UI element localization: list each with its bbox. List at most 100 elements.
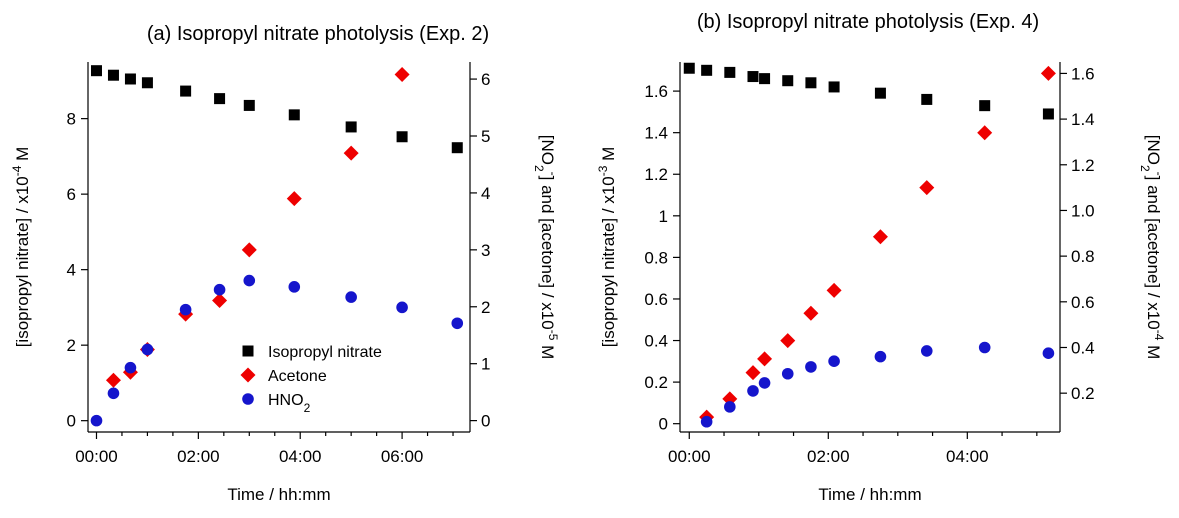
- y-right-axis-label-part: M: [1144, 340, 1163, 359]
- y-right-tick-label: 0: [481, 412, 490, 431]
- y-left-axis-label-part: [isopropyl nitrate] / x10: [13, 176, 32, 347]
- y-left-tick-label: 0: [659, 415, 668, 434]
- legend: Isopropyl nitrate Acetone HNO2: [240, 344, 382, 415]
- data-point-isopropyl-nitrate: [782, 75, 794, 87]
- data-point-isopropyl-nitrate: [214, 93, 226, 105]
- y-right-tick-label: 6: [481, 70, 490, 89]
- data-point-acetone: [286, 191, 302, 207]
- legend-entry: Acetone: [268, 368, 327, 385]
- x-tick-label: 02:00: [177, 447, 220, 466]
- data-point-hno2: [758, 377, 771, 389]
- y-left-axis-label-part: [isopropyl nitrate] / x10: [599, 176, 618, 347]
- y-right-axis-label-part: 2: [532, 165, 546, 172]
- y-right-axis-label-part: -4: [1152, 330, 1166, 341]
- y-left-tick-label: 0.6: [644, 290, 668, 309]
- y-right-axis-label-part: [NO: [538, 135, 557, 165]
- data-point-hno2: [874, 350, 887, 363]
- data-point-acetone: [1040, 65, 1056, 81]
- y-right-tick-label: 4: [481, 184, 490, 203]
- x-tick-label: 04:00: [279, 447, 322, 466]
- y-right-tick-label: 1.0: [1071, 201, 1095, 220]
- y-left-tick-label: 0.4: [644, 332, 668, 351]
- data-point-isopropyl-nitrate: [141, 77, 153, 89]
- data-point-hno2: [978, 341, 991, 354]
- data-point-isopropyl-nitrate: [1042, 108, 1054, 120]
- y-right-axis-label-part: M: [538, 340, 557, 359]
- data-point-hno2: [700, 415, 713, 428]
- data-point-hno2: [451, 317, 464, 330]
- data-point-isopropyl-nitrate: [701, 64, 713, 76]
- data-point-isopropyl-nitrate: [124, 73, 136, 85]
- y-left-tick-label: 1.6: [644, 82, 668, 101]
- y-right-axis-label: [NO2-] and [acetone] / x10-4 M: [1138, 135, 1166, 360]
- data-point-hno2: [396, 301, 408, 314]
- chart-title: (b) Isopropyl nitrate photolysis (Exp. 4…: [697, 11, 1039, 33]
- data-point-acetone: [803, 305, 819, 321]
- y-left-axis-label-part: -4: [10, 165, 24, 176]
- data-point-hno2: [920, 345, 933, 357]
- chart-a: (a) Isopropyl nitrate photolysis (Exp. 2…: [10, 23, 560, 504]
- data-point-isopropyl-nitrate: [243, 99, 255, 111]
- y-right-tick-label: 1.6: [1071, 64, 1095, 83]
- data-point-hno2: [805, 361, 817, 373]
- y-right-tick-label: 5: [481, 127, 490, 146]
- y-right-tick-label: 0.8: [1071, 247, 1095, 266]
- data-point-isopropyl-nitrate: [747, 71, 759, 83]
- series-hno2: [700, 341, 1055, 428]
- data-point-isopropyl-nitrate: [107, 69, 119, 81]
- data-point-acetone: [212, 293, 228, 309]
- y-right-axis-label-part: 2: [1138, 165, 1152, 172]
- y-right-axis-label-part: [NO: [1144, 135, 1163, 165]
- data-point-acetone: [977, 125, 993, 141]
- data-point-isopropyl-nitrate: [345, 121, 357, 133]
- x-tick-label: 00:00: [75, 447, 118, 466]
- y-left-tick-label: 1: [659, 207, 668, 226]
- x-tick-label: 02:00: [807, 447, 850, 466]
- data-point-hno2: [213, 283, 226, 296]
- y-right-axis-label: [NO2-] and [acetone] / x10-5 M: [532, 135, 560, 360]
- data-point-hno2: [141, 343, 154, 356]
- x-tick-label: 00:00: [668, 447, 711, 466]
- data-point-acetone: [826, 282, 842, 298]
- y-right-tick-label: 1.2: [1071, 156, 1095, 175]
- y-left-tick-label: 8: [67, 110, 76, 129]
- legend-marker: [242, 345, 254, 357]
- legend-marker: [240, 367, 256, 383]
- legend-entry-part: HNO: [268, 392, 304, 409]
- legend-entry-part: Acetone: [268, 368, 327, 385]
- x-tick-label: 06:00: [381, 447, 424, 466]
- series-isopropyl-nitrate: [683, 62, 1054, 120]
- chart-title: (a) Isopropyl nitrate photolysis (Exp. 2…: [147, 23, 489, 45]
- data-point-hno2: [828, 355, 840, 367]
- x-axis-label: Time / hh:mm: [818, 485, 921, 504]
- y-right-tick-label: 1.4: [1071, 110, 1095, 129]
- y-left-axis-label: [isopropyl nitrate] / x10-4 M: [10, 147, 32, 348]
- y-left-tick-label: 0.2: [644, 373, 668, 392]
- y-right-tick-label: 0.2: [1071, 384, 1095, 403]
- legend-entry: HNO2: [268, 392, 311, 415]
- legend-entry-part: 2: [304, 401, 311, 415]
- data-point-hno2: [124, 361, 137, 374]
- y-left-axis-label-part: M: [13, 147, 32, 166]
- series-hno2: [90, 274, 464, 427]
- data-point-isopropyl-nitrate: [451, 142, 463, 154]
- y-right-tick-label: 1: [481, 355, 490, 374]
- y-right-axis-label-part: -: [1152, 172, 1166, 176]
- y-left-axis-label-part: -3: [596, 165, 610, 176]
- data-point-hno2: [781, 367, 794, 380]
- series-acetone: [105, 67, 410, 388]
- data-point-acetone: [919, 180, 935, 196]
- y-left-tick-label: 4: [67, 261, 76, 280]
- legend-marker: [242, 393, 254, 405]
- data-point-acetone: [872, 229, 888, 245]
- y-right-tick-label: 2: [481, 298, 490, 317]
- y-right-tick-label: 0.6: [1071, 293, 1095, 312]
- data-point-isopropyl-nitrate: [396, 131, 408, 143]
- legend-entry-part: Isopropyl nitrate: [268, 344, 382, 361]
- data-point-hno2: [107, 387, 120, 400]
- x-tick-label: 04:00: [946, 447, 989, 466]
- y-left-tick-label: 6: [67, 185, 76, 204]
- data-point-hno2: [90, 414, 103, 427]
- data-point-acetone: [394, 67, 410, 83]
